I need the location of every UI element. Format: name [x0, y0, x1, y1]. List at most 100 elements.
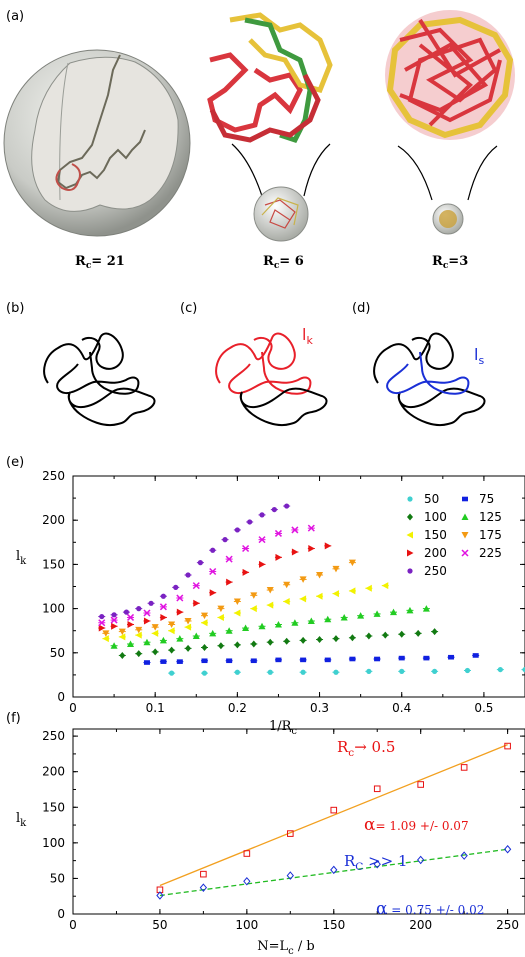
data-point: [233, 598, 241, 606]
data-point: [247, 519, 253, 525]
y-tick-label: 150: [42, 800, 65, 814]
data-point: [349, 634, 356, 642]
data-point: [324, 615, 332, 623]
data-point: [160, 659, 167, 664]
data-point: [168, 627, 175, 635]
data-point: [209, 567, 217, 576]
data-point: [192, 582, 200, 590]
polymer-loop-red: [55, 163, 81, 191]
data-point: [423, 655, 430, 661]
data-point: [209, 589, 217, 597]
y-tick-label: 250: [42, 729, 65, 743]
data-point: [316, 636, 323, 644]
data-point: [234, 641, 241, 649]
data-point: [118, 628, 126, 636]
data-point: [348, 559, 356, 567]
data-point: [185, 572, 191, 578]
x-tick-label: 0.3: [310, 701, 329, 715]
data-point: [286, 871, 294, 880]
panel-a-label: (a): [6, 9, 24, 24]
data-point: [417, 781, 424, 788]
data-point: [197, 560, 203, 566]
fit-line: [159, 744, 508, 887]
data-point: [415, 629, 422, 637]
polymer-chain-large: [56, 54, 146, 190]
legend-label: 125: [479, 510, 502, 524]
data-point: [98, 619, 106, 627]
legend-marker: [406, 531, 413, 539]
data-point: [160, 593, 166, 599]
data-point: [152, 648, 159, 656]
panel-e-label: (e): [6, 455, 24, 470]
cutaway-edge: [59, 62, 69, 201]
data-point: [98, 624, 106, 632]
data-point: [168, 646, 175, 654]
rc6-label: Rc= 6: [263, 254, 304, 271]
data-point: [176, 635, 184, 642]
y-tick-label: 0: [57, 690, 65, 704]
series-200: [98, 542, 332, 632]
data-point: [308, 544, 315, 552]
data-point: [398, 655, 405, 661]
legend-label: 250: [424, 564, 447, 578]
knot-c-knotted-part: [215, 332, 312, 395]
x-tick-label: 200: [409, 918, 432, 932]
data-point: [184, 623, 192, 631]
y-tick-label: 50: [50, 871, 65, 885]
data-point: [243, 877, 251, 886]
panel-c: (c) lk: [180, 301, 328, 426]
data-point: [283, 598, 290, 606]
legend-marker: [461, 549, 469, 557]
legend-marker: [462, 496, 468, 502]
data-point: [148, 600, 154, 606]
data-point: [159, 603, 167, 611]
data-point: [406, 606, 414, 614]
data-point: [472, 653, 479, 658]
data-point: [250, 592, 258, 599]
data-point: [291, 548, 299, 556]
data-point: [448, 654, 455, 660]
data-point: [283, 581, 291, 589]
data-point: [156, 891, 164, 900]
series-R_c >> 1: [156, 844, 512, 900]
chart-e: 0 0.1 0.2 0.3 0.4 0.5 0 50 100 150 200 250 lk 1/Rc 50 7…: [16, 469, 525, 737]
y-tick-label: 200: [42, 513, 65, 527]
legend-marker: [407, 568, 413, 574]
data-point: [225, 627, 233, 634]
data-point: [284, 503, 290, 509]
legend-label: 225: [479, 546, 502, 560]
zoom-line-left: [231, 143, 263, 197]
data-point: [250, 658, 257, 664]
zoom-line-left-rc3: [397, 145, 433, 201]
panel-d-label: (d): [352, 301, 370, 316]
y-tick-label: 100: [42, 836, 65, 850]
rc-small-label: Rc→ 0.5: [337, 738, 395, 759]
series-250: [98, 503, 291, 620]
data-point: [242, 624, 250, 632]
legend-marker: [407, 496, 413, 502]
data-point: [127, 640, 135, 647]
rc6-red-strand-2: [209, 73, 321, 143]
series-100: [118, 628, 439, 659]
legend-label: 100: [424, 510, 447, 524]
data-point: [332, 565, 340, 573]
data-point: [266, 601, 274, 609]
x-tick-label: 0: [69, 701, 77, 715]
data-point: [217, 642, 224, 650]
data-point: [291, 619, 299, 626]
series-50: [168, 666, 525, 676]
data-point: [275, 657, 282, 663]
y-tick-label: 250: [42, 469, 65, 483]
small-chain-rc6: [264, 199, 296, 229]
data-point: [464, 667, 471, 674]
data-point: [503, 844, 512, 854]
data-point: [185, 644, 192, 652]
data-point: [201, 658, 208, 664]
data-point: [348, 587, 356, 595]
data-point: [225, 555, 233, 563]
data-point: [275, 553, 282, 561]
zoom-line-right-rc3: [467, 145, 498, 201]
legend-marker: [407, 513, 413, 521]
data-point: [226, 658, 233, 664]
data-point: [176, 608, 184, 616]
